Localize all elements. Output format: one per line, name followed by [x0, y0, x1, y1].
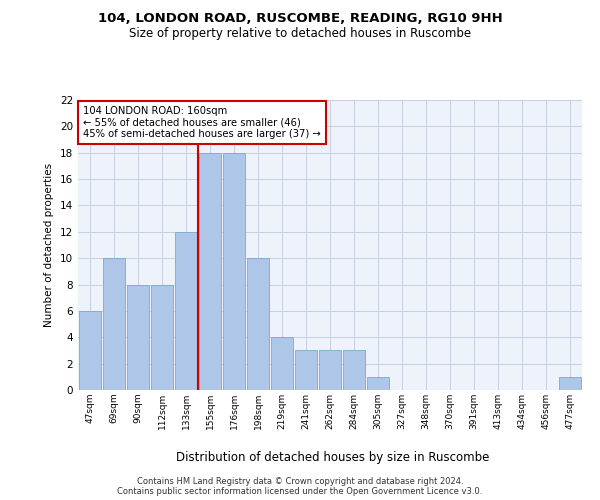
- Text: 104, LONDON ROAD, RUSCOMBE, READING, RG10 9HH: 104, LONDON ROAD, RUSCOMBE, READING, RG1…: [98, 12, 502, 26]
- Text: Contains HM Land Registry data © Crown copyright and database right 2024.: Contains HM Land Registry data © Crown c…: [137, 476, 463, 486]
- Text: 104 LONDON ROAD: 160sqm
← 55% of detached houses are smaller (46)
45% of semi-de: 104 LONDON ROAD: 160sqm ← 55% of detache…: [83, 106, 321, 139]
- Bar: [343, 350, 365, 390]
- Text: Contains public sector information licensed under the Open Government Licence v3: Contains public sector information licen…: [118, 486, 482, 496]
- Y-axis label: Number of detached properties: Number of detached properties: [44, 163, 55, 327]
- Bar: [79, 311, 101, 390]
- Bar: [103, 258, 125, 390]
- Bar: [271, 338, 293, 390]
- Bar: [295, 350, 317, 390]
- Text: Distribution of detached houses by size in Ruscombe: Distribution of detached houses by size …: [176, 451, 490, 464]
- Bar: [247, 258, 269, 390]
- Bar: [319, 350, 341, 390]
- Bar: [223, 152, 245, 390]
- Bar: [559, 377, 581, 390]
- Bar: [367, 377, 389, 390]
- Text: Size of property relative to detached houses in Ruscombe: Size of property relative to detached ho…: [129, 28, 471, 40]
- Bar: [151, 284, 173, 390]
- Bar: [127, 284, 149, 390]
- Bar: [175, 232, 197, 390]
- Bar: [199, 152, 221, 390]
